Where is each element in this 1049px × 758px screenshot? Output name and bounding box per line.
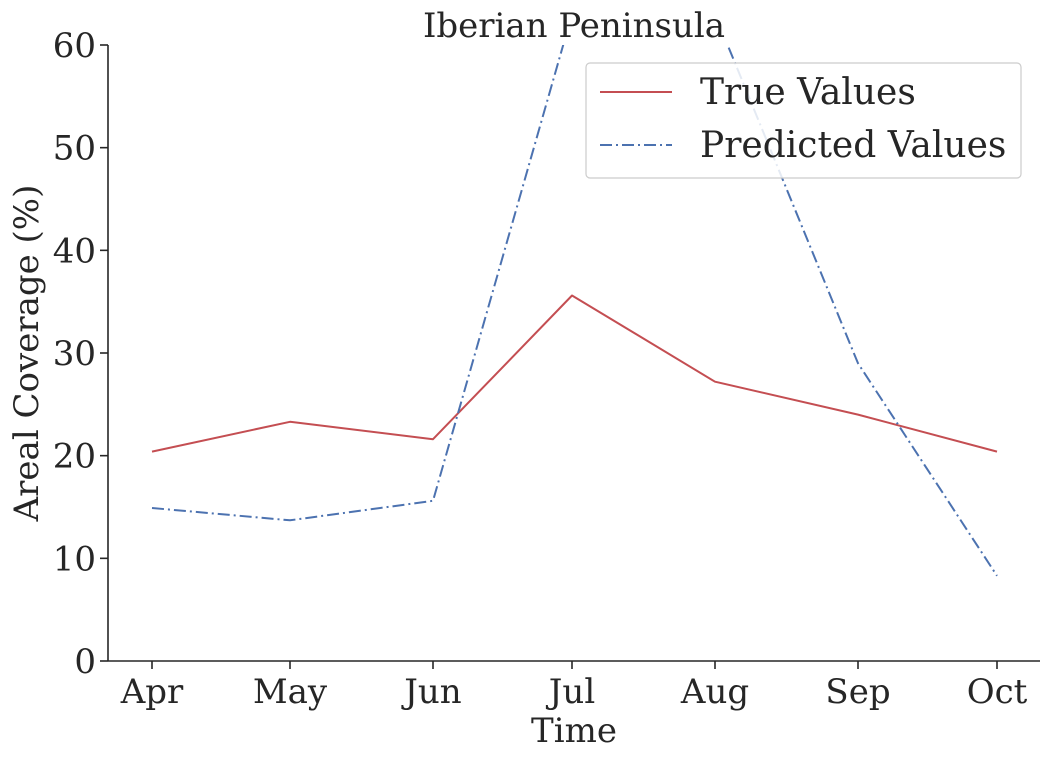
chart-title: Iberian Peninsula [423, 6, 725, 46]
x-tick-label: Jun [401, 672, 461, 712]
legend-label-true-values: True Values [700, 72, 916, 113]
y-tick-label: 10 [53, 539, 96, 579]
y-tick-label: 50 [53, 129, 96, 169]
series-line-predicted-values [151, 45, 998, 577]
y-tick-label: 20 [53, 437, 96, 477]
y-tick-label: 60 [53, 26, 96, 66]
x-tick-label: Sep [825, 672, 890, 712]
y-tick-label: 40 [53, 231, 96, 271]
legend-label-predicted-values: Predicted Values [700, 125, 1006, 166]
legend-box [585, 62, 1022, 179]
x-tick-label: Aug [680, 672, 749, 712]
legend: True Values Predicted Values [585, 62, 1022, 179]
y-tick-label: 30 [53, 334, 96, 374]
x-axis-title: Time [531, 711, 617, 751]
x-tick-label: Jul [546, 672, 595, 712]
x-tick-label: May [253, 672, 328, 712]
y-axis-title: Areal Coverage (%) [7, 185, 47, 523]
y-tick-label: 0 [74, 642, 96, 682]
x-tick-label: Oct [967, 672, 1028, 712]
series-line-true-values [151, 294, 998, 453]
x-tick-label: Apr [120, 672, 184, 712]
